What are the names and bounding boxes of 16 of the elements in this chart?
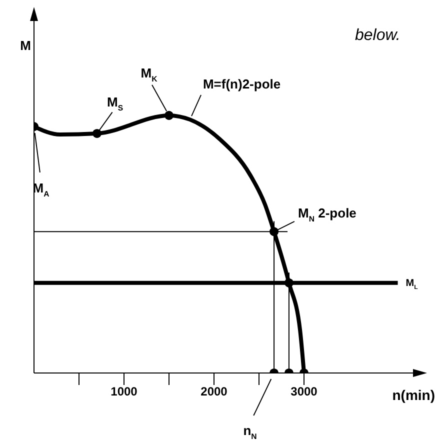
- point: [164, 110, 174, 120]
- point: [284, 278, 294, 288]
- y-axis-title: M: [20, 38, 31, 53]
- annotation: M$_{N}$ 2-pole: [298, 206, 356, 224]
- annotation: M$_{S}$: [106, 94, 124, 112]
- x-tick-label: 3000: [290, 384, 318, 399]
- point: [92, 128, 102, 138]
- point: [270, 227, 279, 236]
- x-tick-label: 1000: [110, 384, 138, 399]
- ref-line-label: M$_{L}$: [406, 278, 418, 291]
- annotation: n$_{N}$: [243, 423, 258, 441]
- text: below.: [355, 27, 400, 44]
- annotation: M=f(n)2-pole: [202, 76, 281, 92]
- x-tick-label: 2000: [200, 384, 228, 399]
- annotation: M$_{K}$: [140, 65, 158, 84]
- x-axis-title: n(min): [392, 387, 435, 403]
